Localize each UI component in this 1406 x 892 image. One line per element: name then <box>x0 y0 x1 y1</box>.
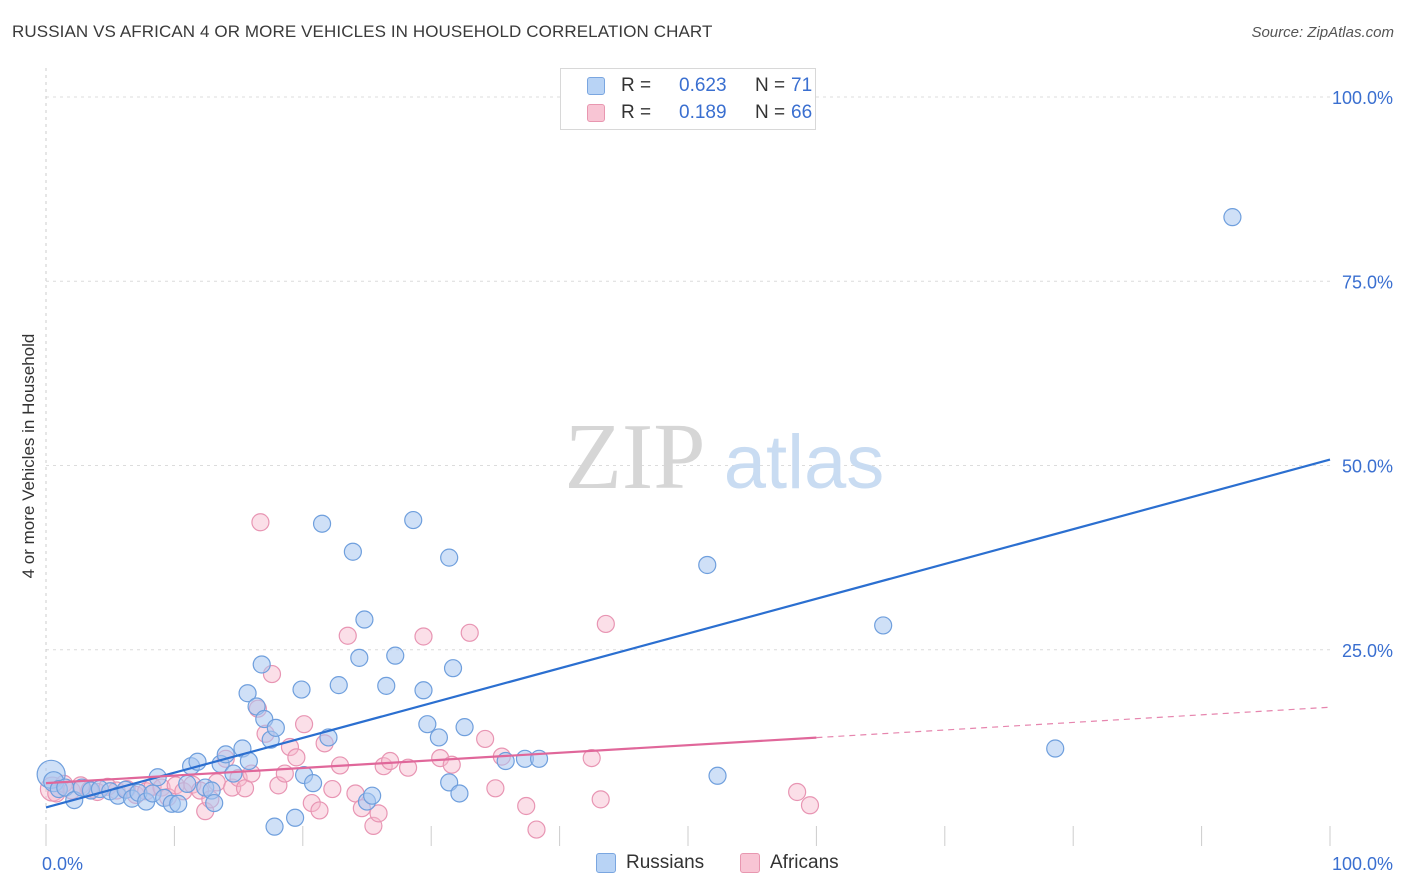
russians-point <box>169 794 188 813</box>
legend-swatch-russians <box>587 77 605 95</box>
russians-point <box>178 774 197 793</box>
russians-point <box>363 786 382 805</box>
stats-legend: R = 0.623 N = 71 R = 0.189 N = 66 <box>560 68 816 130</box>
africans-point <box>338 626 357 645</box>
africans-point <box>287 748 306 767</box>
africans-point <box>476 729 495 749</box>
africans-point <box>323 779 342 799</box>
legend-n-label: N = <box>755 75 786 96</box>
russians-point <box>698 555 717 575</box>
bottom-legend-label-africans: Africans <box>770 852 839 873</box>
axis-labels-layer: 100.0% 75.0% 50.0% 25.0% 0.0% 100.0% <box>42 88 1393 874</box>
africans-point <box>269 776 288 795</box>
russians-point <box>350 648 369 667</box>
watermark-atlas: atlas <box>724 420 885 505</box>
bottom-legend-swatch-africans <box>740 853 760 873</box>
africans-point <box>369 804 388 823</box>
russians-point <box>414 681 433 700</box>
africans-point <box>582 748 601 768</box>
legend-r-value: 0.623 <box>679 75 727 96</box>
source-label: Source: ZipAtlas.com <box>1251 24 1394 41</box>
russians-point <box>238 684 257 703</box>
y-tick-label: 50.0% <box>1342 457 1393 477</box>
legend-r-label: R = <box>621 75 652 96</box>
africans-point <box>486 779 505 798</box>
africans-trend-line-extension <box>816 706 1331 739</box>
africans-point <box>788 782 807 802</box>
points-layer <box>36 208 1242 839</box>
x-tick-label: 0.0% <box>42 854 83 874</box>
russians-point <box>386 646 405 665</box>
russians-point <box>355 610 374 629</box>
y-tick-label: 25.0% <box>1342 641 1393 661</box>
africans-point <box>591 790 610 809</box>
russians-point <box>312 514 332 533</box>
legend-n-value: 71 <box>791 75 813 96</box>
russians-point <box>266 718 285 737</box>
russians-point <box>205 793 224 813</box>
russians-point <box>450 784 469 803</box>
africans-point <box>251 513 270 532</box>
legend-n-value: 66 <box>791 102 813 123</box>
africans-point <box>381 751 400 771</box>
russians-point <box>252 655 271 674</box>
russians-point <box>343 542 362 561</box>
russians-point <box>285 808 305 827</box>
russians-point <box>265 817 284 836</box>
legend-r-value: 0.189 <box>679 102 727 123</box>
russians-point <box>455 718 474 737</box>
bottom-legend-swatch-russians <box>596 853 616 873</box>
russians-point <box>377 676 396 695</box>
russians-point <box>1223 208 1242 227</box>
y-axis-label: 4 or more Vehicles in Household <box>19 334 38 579</box>
russians-point <box>443 659 463 678</box>
russians-point <box>292 680 311 699</box>
russians-point <box>303 774 323 793</box>
legend-n-label: N = <box>755 102 786 123</box>
russians-trend-line <box>45 458 1331 809</box>
y-tick-label: 75.0% <box>1342 272 1393 292</box>
russians-point <box>1046 739 1065 758</box>
africans-point <box>596 614 615 634</box>
africans-point <box>460 623 479 642</box>
y-tick-label: 100.0% <box>1332 88 1393 108</box>
legend-swatch-africans <box>587 104 605 122</box>
russians-point <box>404 510 423 530</box>
chart-title: RUSSIAN VS AFRICAN 4 OR MORE VEHICLES IN… <box>12 22 713 41</box>
africans-point <box>302 793 321 813</box>
africans-point <box>800 796 820 815</box>
bottom-legend-label-russians: Russians <box>626 852 705 873</box>
africans-point <box>527 820 546 839</box>
africans-point <box>431 748 450 768</box>
legend-r-label: R = <box>621 102 652 123</box>
russians-point <box>429 728 449 747</box>
africans-point <box>294 715 314 734</box>
africans-point <box>310 801 329 820</box>
grid-layer <box>45 68 1331 846</box>
russians-point <box>874 616 893 635</box>
africans-point <box>517 796 536 816</box>
trend-layer <box>45 458 1331 809</box>
africans-point <box>398 758 418 777</box>
watermark-zip: ZIP <box>565 405 706 509</box>
russians-point <box>440 548 459 567</box>
russians-point <box>224 764 243 783</box>
africans-trend-line <box>45 736 817 785</box>
africans-point <box>414 627 433 646</box>
russians-point <box>708 766 727 785</box>
russians-point <box>418 715 437 734</box>
x-tick-label: 100.0% <box>1332 854 1393 874</box>
russians-point <box>329 676 348 695</box>
